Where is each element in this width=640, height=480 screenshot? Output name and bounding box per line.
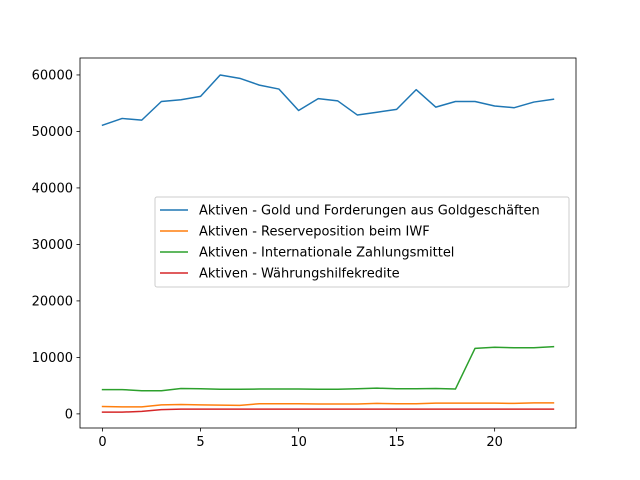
series-line-3 xyxy=(101,408,555,413)
x-axis-ticks: 0 5 10 15 20 xyxy=(98,428,503,450)
x-tick-label: 0 xyxy=(98,435,106,450)
x-tick-label: 5 xyxy=(196,435,204,450)
legend: Aktiven - Gold und Forderungen aus Goldg… xyxy=(154,196,570,288)
y-tick-label: 30000 xyxy=(32,238,73,253)
y-axis-ticks: 0 10000 20000 30000 40000 50000 60000 xyxy=(32,68,80,422)
y-tick-label: 60000 xyxy=(32,68,73,83)
legend-label-0: Aktiven - Gold und Forderungen aus Goldg… xyxy=(199,204,540,219)
series-line-1 xyxy=(101,402,555,408)
legend-label-1: Aktiven - Reserveposition beim IWF xyxy=(199,225,430,240)
x-tick-label: 15 xyxy=(388,435,405,450)
y-tick-label: 40000 xyxy=(32,181,73,196)
series-layer xyxy=(101,74,555,413)
legend-box xyxy=(154,196,570,288)
x-tick-label: 20 xyxy=(486,435,503,450)
plot-frame xyxy=(79,57,577,429)
y-tick-label: 0 xyxy=(65,407,73,422)
legend-label-2: Aktiven - Internationale Zahlungsmittel xyxy=(199,246,454,261)
series-line-2 xyxy=(101,345,555,392)
legend-label-3: Aktiven - Währungshilfekredite xyxy=(199,267,400,282)
y-tick-label: 50000 xyxy=(32,125,73,140)
series-line-0 xyxy=(101,74,555,127)
y-tick-label: 20000 xyxy=(32,294,73,309)
x-tick-label: 10 xyxy=(290,435,307,450)
y-tick-label: 10000 xyxy=(32,351,73,366)
